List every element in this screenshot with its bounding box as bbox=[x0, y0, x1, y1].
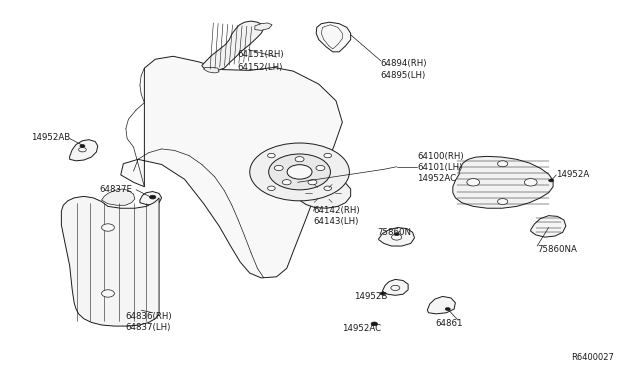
Circle shape bbox=[250, 143, 349, 201]
Text: 64837(LH): 64837(LH) bbox=[125, 323, 171, 332]
Text: 64152(LH): 64152(LH) bbox=[237, 63, 282, 72]
Text: 64100(RH): 64100(RH) bbox=[417, 152, 464, 161]
Circle shape bbox=[308, 180, 317, 185]
Circle shape bbox=[268, 186, 275, 190]
Circle shape bbox=[324, 186, 332, 190]
Circle shape bbox=[150, 195, 156, 199]
Text: 14952A: 14952A bbox=[556, 170, 589, 179]
Text: 14952AB: 14952AB bbox=[31, 133, 70, 142]
Polygon shape bbox=[255, 23, 272, 31]
Circle shape bbox=[102, 224, 115, 231]
Polygon shape bbox=[202, 21, 264, 70]
Text: 64101(LH): 64101(LH) bbox=[417, 163, 463, 172]
Text: 64861: 64861 bbox=[435, 319, 463, 328]
Polygon shape bbox=[428, 296, 456, 314]
Polygon shape bbox=[70, 140, 98, 161]
Polygon shape bbox=[383, 279, 408, 295]
Circle shape bbox=[275, 166, 283, 171]
Polygon shape bbox=[140, 192, 162, 205]
Circle shape bbox=[445, 308, 451, 311]
Circle shape bbox=[392, 234, 402, 240]
Text: 64143(LH): 64143(LH) bbox=[314, 217, 359, 226]
Circle shape bbox=[524, 179, 537, 186]
Circle shape bbox=[269, 154, 330, 190]
Circle shape bbox=[295, 157, 304, 162]
Circle shape bbox=[287, 165, 312, 179]
Circle shape bbox=[548, 179, 554, 182]
Circle shape bbox=[497, 199, 508, 205]
Circle shape bbox=[467, 179, 479, 186]
Text: 64151(RH): 64151(RH) bbox=[237, 50, 284, 59]
Polygon shape bbox=[316, 22, 351, 52]
Circle shape bbox=[371, 322, 378, 326]
Circle shape bbox=[497, 161, 508, 167]
Text: 64142(RH): 64142(RH) bbox=[314, 206, 360, 215]
Circle shape bbox=[79, 147, 86, 152]
Text: 64895(LH): 64895(LH) bbox=[381, 71, 426, 80]
Text: 75860NA: 75860NA bbox=[537, 244, 577, 253]
Text: R6400027: R6400027 bbox=[571, 353, 614, 362]
Polygon shape bbox=[379, 228, 415, 246]
Polygon shape bbox=[61, 196, 159, 326]
Text: 64836(RH): 64836(RH) bbox=[125, 312, 172, 321]
Circle shape bbox=[268, 153, 275, 158]
Polygon shape bbox=[121, 56, 342, 278]
Polygon shape bbox=[531, 216, 566, 237]
Circle shape bbox=[394, 233, 399, 235]
Text: 14952B: 14952B bbox=[354, 292, 387, 301]
Text: 14952AC: 14952AC bbox=[342, 324, 381, 333]
Circle shape bbox=[391, 285, 400, 291]
Text: 64837E: 64837E bbox=[100, 185, 132, 194]
Text: 64894(RH): 64894(RH) bbox=[381, 59, 427, 68]
Text: 75860N: 75860N bbox=[378, 228, 412, 237]
Circle shape bbox=[380, 292, 385, 295]
Polygon shape bbox=[102, 189, 135, 205]
Circle shape bbox=[102, 290, 115, 297]
Polygon shape bbox=[204, 67, 219, 73]
Text: 14952AC: 14952AC bbox=[417, 174, 456, 183]
Polygon shape bbox=[453, 156, 553, 208]
Circle shape bbox=[282, 180, 291, 185]
Circle shape bbox=[324, 153, 332, 158]
Circle shape bbox=[316, 166, 325, 171]
Circle shape bbox=[80, 144, 85, 147]
Polygon shape bbox=[296, 178, 351, 208]
